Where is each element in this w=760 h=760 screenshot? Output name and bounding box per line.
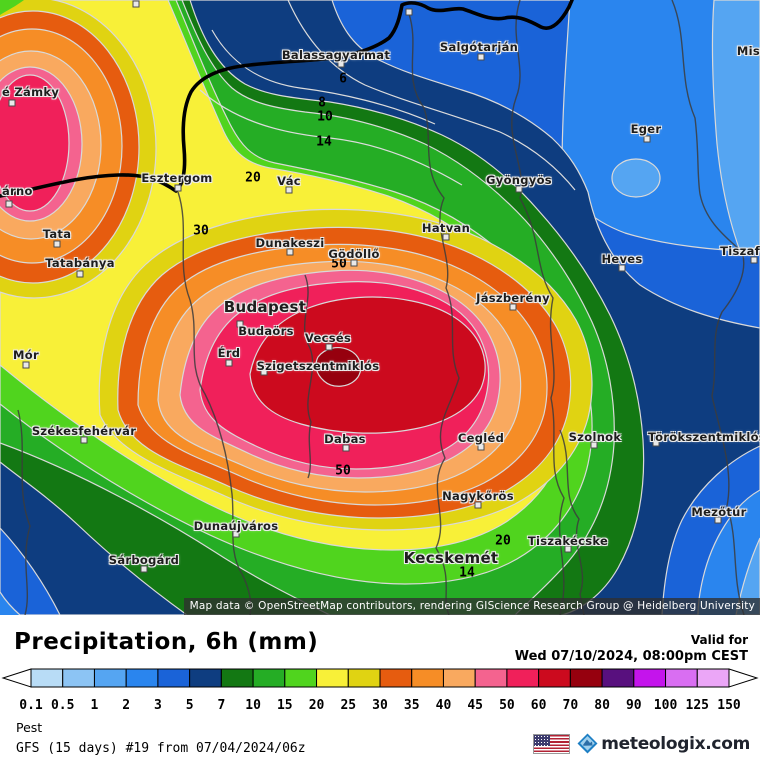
legend-title: Precipitation, 6h (mm) (14, 629, 319, 655)
county-border-pest-east (408, 13, 460, 615)
scale-segment (442, 668, 476, 688)
isoline-14 (199, 89, 463, 186)
scale-tick-label: 90 (626, 698, 642, 713)
scale-tick-label: 70 (563, 698, 579, 713)
scale-tick-label: 60 (531, 698, 547, 713)
valid-datetime: Wed 07/10/2024, 08:00pm CEST (514, 649, 748, 664)
scale-tick-label: 50 (499, 698, 515, 713)
scale-segment (220, 668, 254, 688)
precipitation-map-canvas[interactable]: 6 8 10 14 20 30 50 50 20 14 é Zámky árno Balassagya… (0, 0, 760, 615)
scale-tick-label: 40 (436, 698, 452, 713)
scale-tick-label: 30 (372, 698, 388, 713)
scale-segment (30, 668, 64, 688)
model-run-info: GFS (15 days) #19 from 07/04/2024/06z (16, 741, 306, 756)
scale-tick-label: 150 (717, 698, 741, 713)
scale-arrow-left (1, 668, 32, 688)
scale-segment (411, 668, 444, 688)
scale-tick-label: 2 (122, 698, 130, 713)
color-scale: 0.1 0.5 1 2 3 5 7 10 15 20 25 30 35 40 45 50 60 70 80 90 100… (1, 668, 759, 713)
brand-block: meteologix.com (533, 733, 750, 754)
county-border-west (17, 409, 31, 615)
scale-tick-label: 125 (686, 698, 709, 713)
scale-segment (601, 668, 635, 688)
scale-tick-label: 0.1 (19, 698, 43, 713)
scale-tick-label: 25 (340, 698, 356, 713)
scale-segment (125, 668, 159, 688)
scale-segment (252, 668, 286, 688)
scale-tick-label: 3 (154, 698, 162, 713)
scale-tick-label: 100 (654, 698, 678, 713)
scale-segment (538, 668, 571, 688)
scale-tick-label: 10 (245, 698, 261, 713)
band-50-60-nw (0, 74, 70, 212)
scale-segment (633, 668, 667, 688)
scale-tick-label: 5 (186, 698, 194, 713)
county-border-east (671, 0, 745, 615)
region-name: Pest (16, 720, 43, 735)
scale-arrow-right (728, 668, 759, 688)
meteologix-logo[interactable]: meteologix.com (577, 733, 750, 754)
scale-segment (665, 668, 698, 688)
band-1-2-oval (611, 158, 661, 198)
scale-tick-label: 1 (91, 698, 99, 713)
scale-segment (284, 668, 318, 688)
scale-tick-label: 15 (277, 698, 293, 713)
scale-tick-label: 35 (404, 698, 420, 713)
valid-for-label: Valid for (690, 633, 748, 647)
band-corner-sliver (0, 0, 24, 15)
scale-segment (157, 668, 191, 688)
scale-segment (347, 668, 381, 688)
isoline-6 (287, 0, 576, 191)
isoline-8 (211, 29, 436, 125)
legend-panel: Precipitation, 6h (mm) Valid for Wed 07/… (0, 615, 760, 760)
scale-tick-label: 80 (594, 698, 610, 713)
scale-tick-label: 20 (309, 698, 325, 713)
scale-segment (379, 668, 413, 688)
scale-tick-label: 45 (467, 698, 483, 713)
scale-segment (474, 668, 508, 688)
scale-segment (316, 668, 349, 688)
us-flag-icon (533, 733, 571, 754)
scale-segment (189, 668, 222, 688)
county-border-budapest (303, 274, 314, 479)
county-border-danube (177, 191, 252, 615)
scale-segment (506, 668, 540, 688)
scale-segment (62, 668, 95, 688)
map-attribution: Map data © OpenStreetMap contributors, r… (183, 598, 760, 615)
scale-tick-label: 0.5 (51, 698, 74, 713)
scale-segment (93, 668, 127, 688)
scale-tick-label: 7 (217, 698, 225, 713)
scale-segment (696, 668, 730, 688)
precipitation-contour-svg (0, 0, 760, 615)
meteologix-gem-icon (577, 733, 598, 754)
logo-text: meteologix.com (601, 733, 750, 754)
band-70-80 (315, 347, 362, 387)
county-border-southeast (559, 429, 585, 615)
scale-segment (569, 668, 603, 688)
county-border-mid (511, 0, 565, 615)
